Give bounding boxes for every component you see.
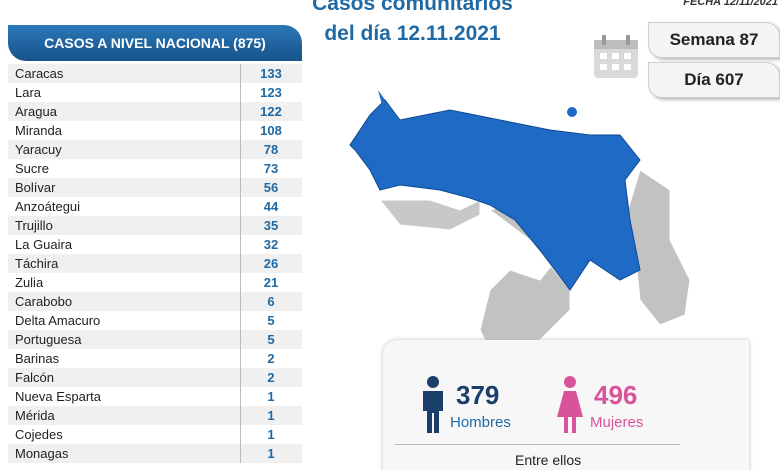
state: Falcón — [15, 370, 55, 385]
state: Mérida — [15, 408, 55, 423]
state: La Guaira — [15, 237, 73, 252]
cases: 2 — [240, 368, 301, 387]
state: Lara — [15, 85, 42, 100]
cases: 2 — [240, 349, 301, 368]
cases: 5 — [240, 330, 301, 349]
table-header: CASOS A NIVEL NACIONAL (875) — [8, 25, 302, 61]
table-row: Mérida 1 — [8, 406, 302, 425]
cases: 5 — [240, 311, 301, 330]
cases: 108 — [240, 121, 301, 140]
divider — [395, 444, 680, 445]
title: Casos comunitarios — [312, 0, 513, 15]
table-row: Sucre 73 — [8, 159, 302, 178]
table-row: Aragua 122 — [8, 102, 302, 121]
table-row: Nueva Esparta 1 — [8, 387, 302, 406]
cases: 123 — [240, 83, 301, 102]
cases: 26 — [240, 254, 301, 273]
man-icon — [423, 376, 443, 433]
table-row: Trujillo 35 — [8, 216, 302, 235]
subtitle: del día 12.11.2021 — [324, 22, 501, 45]
state: Carabobo — [15, 294, 73, 309]
table-row: Falcón 2 — [8, 368, 302, 387]
table-row: Portuguesa 5 — [8, 330, 302, 349]
week-box: Semana 87 — [648, 22, 780, 58]
state: Yaracuy — [15, 142, 62, 157]
woman-icon — [557, 376, 583, 433]
table-row: Monagas 1 — [8, 444, 302, 463]
cases: 1 — [240, 444, 301, 463]
state: Delta Amacuro — [15, 313, 101, 328]
calendar-icon — [594, 35, 638, 78]
women-value: 496 — [594, 380, 638, 410]
cases: 35 — [240, 216, 301, 235]
state: Caracas — [15, 66, 64, 81]
table-row: Miranda 108 — [8, 121, 302, 140]
state: Zulia — [15, 275, 44, 290]
state: Portuguesa — [15, 332, 82, 347]
cases: 1 — [240, 425, 301, 444]
cases: 1 — [240, 406, 301, 425]
state: Aragua — [15, 104, 57, 119]
cases: 122 — [240, 102, 301, 121]
state: Barinas — [15, 351, 60, 366]
state: Táchira — [15, 256, 59, 271]
table-row: Yaracuy 78 — [8, 140, 302, 159]
table-row: Táchira 26 — [8, 254, 302, 273]
table-row: La Guaira 32 — [8, 235, 302, 254]
note: Entre ellos — [515, 452, 582, 468]
state: Sucre — [15, 161, 49, 176]
cases: 133 — [240, 64, 301, 83]
state: Miranda — [15, 123, 62, 138]
map — [349, 90, 691, 350]
state: Monagas — [15, 446, 69, 461]
men-label: Hombres — [450, 414, 511, 431]
table-row: Delta Amacuro 5 — [8, 311, 302, 330]
table-row: Zulia 21 — [8, 273, 302, 292]
cases: 73 — [240, 159, 301, 178]
women-label: Mujeres — [590, 414, 644, 431]
table-row: Caracas 133 — [8, 64, 302, 83]
state: Cojedes — [15, 427, 63, 442]
cases: 44 — [240, 197, 301, 216]
table-row: Lara 123 — [8, 83, 302, 102]
state: Bolívar — [15, 180, 56, 195]
table-row: Anzoátegui 44 — [8, 197, 302, 216]
state: Nueva Esparta — [15, 389, 101, 404]
cases: 6 — [240, 292, 301, 311]
cases: 21 — [240, 273, 301, 292]
men-value: 379 — [456, 380, 500, 410]
cases: 32 — [240, 235, 301, 254]
table-row: Barinas 2 — [8, 349, 302, 368]
state: Anzoátegui — [15, 199, 81, 214]
table-row: Cojedes 1 — [8, 425, 302, 444]
table-row: Bolívar 56 — [8, 178, 302, 197]
state: Trujillo — [15, 218, 53, 233]
cases: 56 — [240, 178, 301, 197]
cases: 1 — [240, 387, 301, 406]
cases: 78 — [240, 140, 301, 159]
table-row: Carabobo 6 — [8, 292, 302, 311]
date: FECHA 12/11/2021 — [683, 0, 778, 8]
